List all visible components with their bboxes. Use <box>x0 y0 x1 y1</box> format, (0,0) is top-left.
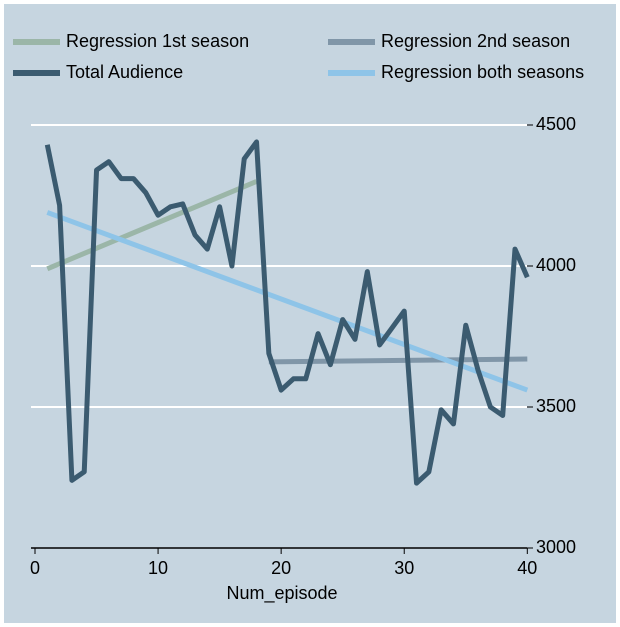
x-tick-label: 20 <box>271 558 291 578</box>
series-line <box>46 179 258 272</box>
y-tick-label: 4000 <box>536 255 576 275</box>
y-tick-label: 3000 <box>536 537 576 557</box>
y-tick-label: 3500 <box>536 396 576 416</box>
x-tick-label: 0 <box>30 558 40 578</box>
legend-label: Regression 2nd season <box>381 31 570 51</box>
series-line <box>46 210 529 393</box>
x-tick-label: 30 <box>394 558 414 578</box>
legend-label: Regression both seasons <box>381 62 584 82</box>
legend-label: Total Audience <box>66 62 183 82</box>
y-tick-label: 4500 <box>536 114 576 134</box>
x-tick-label: 40 <box>517 558 537 578</box>
series-line <box>44 139 530 486</box>
chart-background <box>4 4 616 623</box>
x-tick-label: 10 <box>148 558 168 578</box>
series-line <box>268 356 528 365</box>
legend-label: Regression 1st season <box>66 31 249 51</box>
x-axis-label: Num_episode <box>226 583 337 604</box>
